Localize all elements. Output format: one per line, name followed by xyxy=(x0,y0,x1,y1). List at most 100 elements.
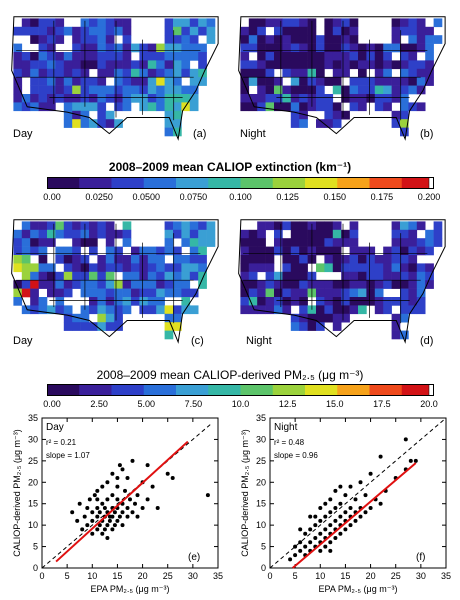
map-cell xyxy=(248,94,258,103)
map-cell xyxy=(408,221,418,231)
map-cell xyxy=(332,297,342,306)
map-cell xyxy=(30,35,39,44)
map-cell xyxy=(156,94,165,103)
map-cell xyxy=(366,280,376,289)
map-cell xyxy=(21,271,31,281)
map-cell xyxy=(290,85,300,95)
map-cell xyxy=(358,255,367,264)
map-cell xyxy=(173,77,182,86)
map-cell xyxy=(349,297,359,306)
colorbar-swatch xyxy=(272,384,306,396)
map-cell xyxy=(248,229,258,239)
x-tick-label: 35 xyxy=(441,571,451,581)
x-tick-label: 20 xyxy=(138,571,148,581)
map-cell xyxy=(307,313,317,323)
map-cell xyxy=(374,255,384,264)
map-cell xyxy=(139,94,149,103)
map-cell xyxy=(164,305,174,315)
map-cell xyxy=(156,60,165,70)
data-point xyxy=(328,523,333,528)
map-cell xyxy=(374,280,384,289)
map-cell xyxy=(391,246,401,256)
map-cell xyxy=(97,221,107,231)
map-cell xyxy=(416,60,426,70)
map-cell xyxy=(383,255,392,264)
map-cell xyxy=(30,297,39,306)
map-cell xyxy=(147,68,157,78)
map-cell xyxy=(164,77,174,86)
map-cell xyxy=(206,229,216,239)
map-cell xyxy=(240,85,250,95)
map-cell xyxy=(97,102,107,112)
map-cell xyxy=(189,43,199,53)
map-cell xyxy=(13,255,23,264)
map-cell xyxy=(349,102,359,112)
data-point xyxy=(313,536,318,540)
map-cell xyxy=(30,288,39,298)
map-cell xyxy=(290,246,300,256)
map-cell xyxy=(122,238,132,247)
map-cell xyxy=(105,305,115,315)
map-cell xyxy=(316,77,325,86)
map-cell xyxy=(425,43,434,53)
map-cell xyxy=(290,35,300,44)
map-cell xyxy=(164,263,174,273)
map-cell xyxy=(156,271,165,281)
map-cell xyxy=(366,94,376,103)
data-point xyxy=(343,510,348,515)
map-cell xyxy=(156,102,165,112)
map-cell xyxy=(366,263,376,273)
y-axis-label: CALIOP-derived PM₂.₅ (μg m⁻³) xyxy=(240,429,250,557)
map-cell xyxy=(274,77,283,86)
map-cell xyxy=(282,280,292,289)
map-cell xyxy=(358,246,367,256)
map-cell xyxy=(400,288,409,298)
map-cell xyxy=(316,322,325,331)
map-cell xyxy=(408,35,418,44)
map-cell xyxy=(316,85,325,95)
colorbar-tick-label: 0.0250 xyxy=(85,192,113,202)
map-cell xyxy=(299,263,308,273)
map-cell xyxy=(63,102,73,112)
map-cell xyxy=(30,94,39,103)
map-cell xyxy=(63,68,73,78)
map-cell xyxy=(366,52,376,61)
map-cell xyxy=(164,119,174,128)
map-cell xyxy=(206,26,216,36)
map-cell xyxy=(324,255,334,264)
map-cell xyxy=(240,263,250,273)
map-cell xyxy=(316,94,325,103)
map-cell xyxy=(147,60,157,70)
map-cell xyxy=(408,288,418,298)
y-tick-label: 10 xyxy=(28,520,38,530)
map-cell xyxy=(324,263,334,273)
map-cell xyxy=(55,288,65,298)
map-cell xyxy=(274,18,283,28)
data-point xyxy=(117,463,122,468)
data-point xyxy=(328,540,333,545)
data-point xyxy=(308,514,313,519)
map-cell xyxy=(38,280,48,289)
map-cell xyxy=(248,255,258,264)
map-cell xyxy=(164,110,174,120)
map-cell xyxy=(290,255,300,264)
map-cell xyxy=(416,271,426,281)
map-cell xyxy=(282,60,292,70)
map-cell xyxy=(433,35,443,44)
map-cell xyxy=(181,238,191,247)
colorbar-tick-label: 20.0 xyxy=(420,399,438,409)
map-cell xyxy=(391,85,401,95)
map-cell xyxy=(72,102,81,112)
data-point xyxy=(77,501,82,506)
map-cell xyxy=(425,77,434,86)
map-cell xyxy=(189,221,199,231)
map-panel-b: Night (b) xyxy=(232,2,454,160)
scatter-panel-label: (f) xyxy=(416,552,425,563)
map-cell xyxy=(189,288,199,298)
map-cell xyxy=(173,85,182,95)
map-cell xyxy=(97,322,107,331)
map-cell xyxy=(332,43,342,53)
map-cell xyxy=(341,85,350,95)
data-point xyxy=(323,514,328,519)
map-cell xyxy=(358,60,367,70)
